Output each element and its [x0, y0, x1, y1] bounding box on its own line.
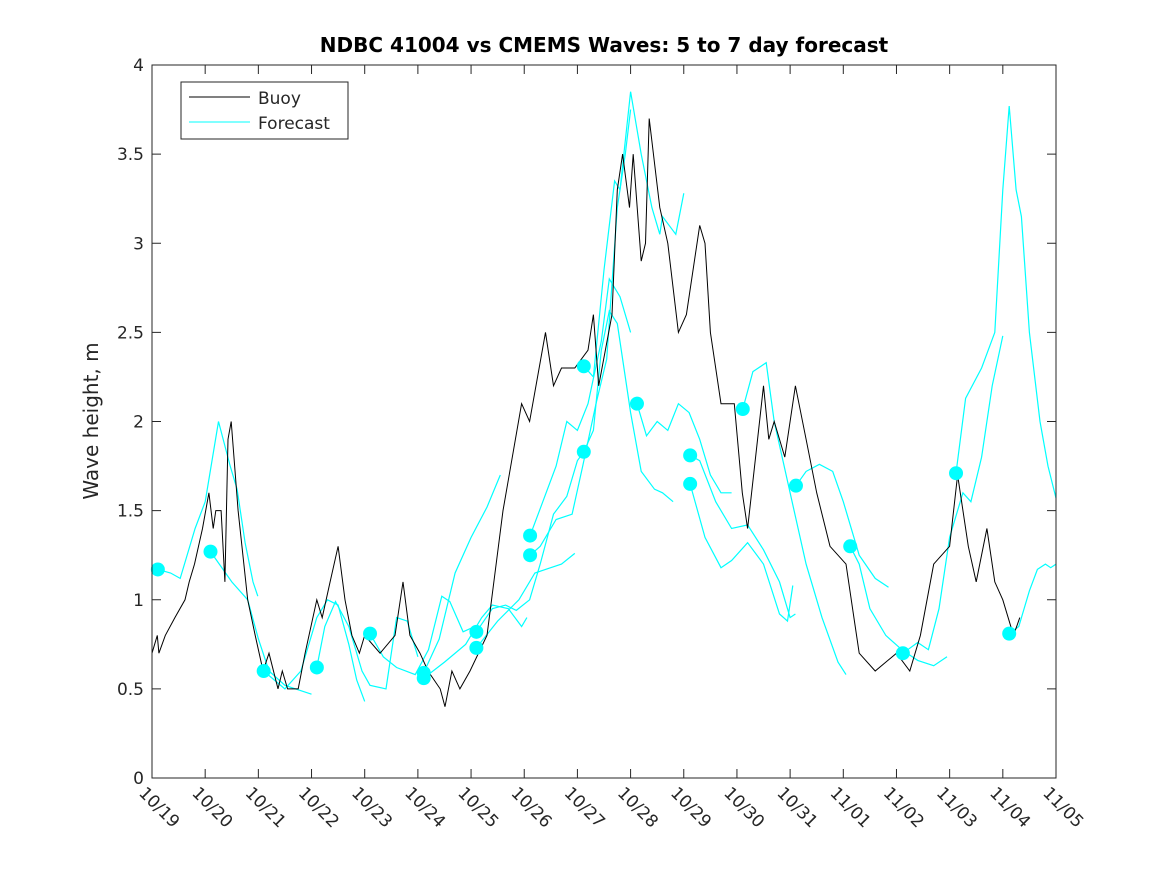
plot-series [150, 91, 1057, 707]
forecast-start-marker-6 [416, 671, 431, 686]
forecast-start-marker-8 [469, 640, 484, 655]
forecast-start-marker-16 [735, 402, 750, 417]
forecast-line-0 [157, 421, 259, 597]
forecast-start-marker-1 [203, 544, 218, 559]
forecast-start-marker-21 [1002, 626, 1017, 641]
forecast-start-marker-3 [309, 660, 324, 675]
forecast-line-19 [902, 335, 1004, 654]
y-tick-label: 1 [133, 591, 144, 611]
forecast-line-16 [742, 361, 847, 675]
y-tick-label: 3.5 [117, 145, 144, 165]
legend-forecast-label: Forecast [258, 114, 330, 134]
y-tick-label: 0 [133, 769, 144, 789]
forecast-line-8 [475, 552, 576, 649]
forecast-line-4 [369, 595, 476, 676]
forecast-line-15 [689, 483, 794, 623]
forecast-line-21 [1008, 563, 1057, 635]
forecast-start-marker-17 [788, 478, 803, 493]
y-tick-label: 4 [133, 56, 144, 76]
forecast-start-marker-2 [256, 664, 271, 679]
forecast-line-6 [423, 604, 528, 679]
forecast-start-marker-20 [949, 466, 964, 481]
forecast-start-marker-18 [843, 539, 858, 554]
forecast-start-marker-12 [576, 444, 591, 459]
forecast-start-marker-10 [523, 548, 538, 563]
forecast-line-20 [955, 105, 1057, 499]
forecast-start-marker-11 [576, 359, 591, 374]
legend-box [180, 81, 349, 140]
forecast-start-marker-4 [363, 626, 378, 641]
forecast-start-marker-0 [150, 562, 165, 577]
forecast-start-marker-9 [523, 528, 538, 543]
forecast-line-13 [636, 402, 732, 494]
forecast-line-12 [583, 309, 674, 503]
forecast-line-17 [795, 463, 889, 588]
forecast-start-marker-15 [683, 476, 698, 491]
legend: Buoy Forecast [180, 81, 349, 140]
y-tick-label: 0.5 [117, 680, 144, 700]
forecast-line-1 [210, 551, 312, 695]
forecast-line-18 [849, 546, 948, 667]
forecast-start-marker-13 [629, 396, 644, 411]
y-tick-label: 3 [133, 234, 144, 254]
forecast-start-marker-14 [683, 448, 698, 463]
forecast-line-9 [529, 277, 632, 536]
forecast-start-marker-7 [469, 624, 484, 639]
y-tick-label: 2.5 [117, 323, 144, 343]
forecast-line-3 [316, 600, 419, 690]
y-tick-label: 1.5 [117, 502, 144, 522]
forecast-line-2 [263, 599, 366, 702]
forecast-start-marker-19 [895, 646, 910, 661]
forecast-line-5 [423, 474, 501, 674]
legend-buoy-label: Buoy [258, 89, 301, 109]
buoy-line [151, 118, 1021, 707]
chart-title: NDBC 41004 vs CMEMS Waves: 5 to 7 day fo… [320, 33, 889, 57]
y-axis-label: Wave height, m [79, 342, 103, 499]
forecast-line-7 [475, 451, 585, 633]
y-tick-label: 2 [133, 413, 144, 433]
forecast-line-11 [583, 91, 685, 379]
